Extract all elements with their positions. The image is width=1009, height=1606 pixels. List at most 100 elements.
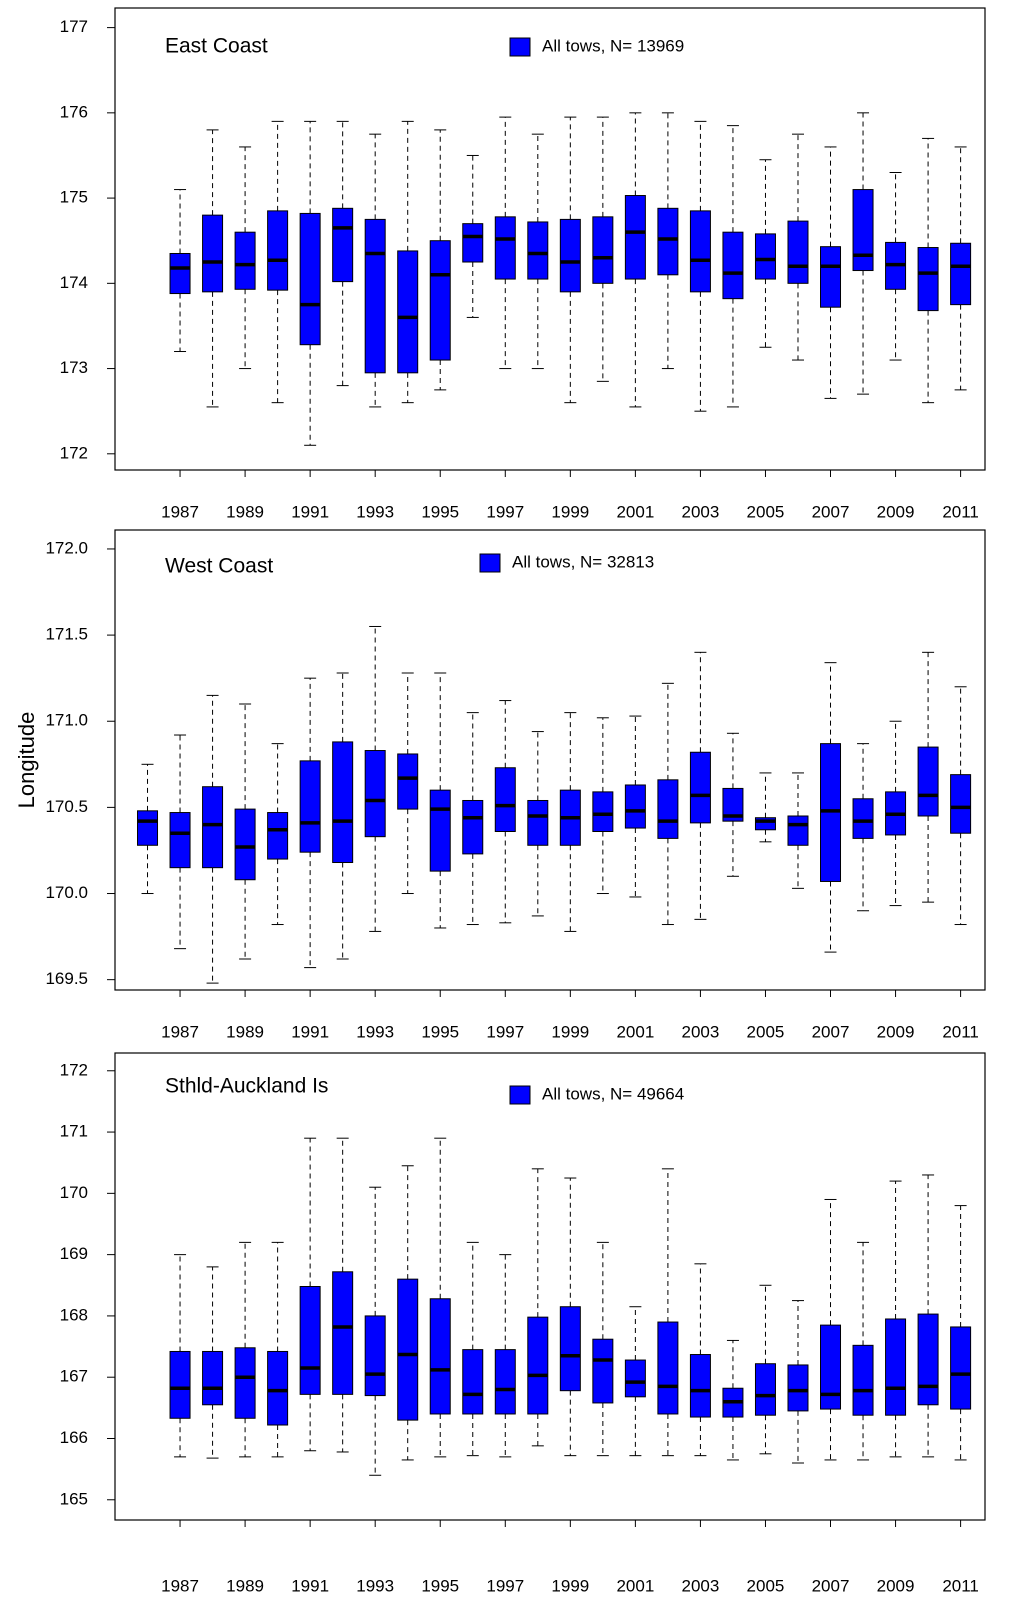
box [950,242,972,306]
box [462,799,484,855]
y-tick-label: 171 [60,1122,88,1141]
box [689,210,711,293]
box [787,1364,809,1412]
y-tick-label: 177 [60,17,88,36]
box [917,746,939,817]
x-tick-label: 1991 [291,1576,329,1595]
y-tick-label: 175 [60,188,88,207]
box [852,1344,874,1416]
box [689,1354,711,1418]
plot-frame [114,7,986,471]
legend-label: All tows, N= 13969 [542,36,684,55]
x-tick-label: 1987 [161,1576,199,1595]
box [364,750,386,838]
y-tick-label: 172.0 [45,538,88,557]
x-tick-label: 1993 [356,502,394,521]
box [689,751,711,824]
y-tick-label: 171.0 [45,711,88,730]
x-tick-label: 1999 [551,502,589,521]
y-tick-label: 165 [60,1489,88,1508]
plot-frame [114,1052,986,1521]
x-tick-label: 2005 [747,1022,785,1041]
legend-swatch [509,37,531,57]
y-tick-label: 170.5 [45,797,88,816]
x-tick-label: 2003 [682,502,720,521]
box [202,786,224,869]
y-tick-label: 172 [60,1060,88,1079]
box [299,760,321,853]
box [267,210,289,291]
y-tick-label: 170.0 [45,883,88,902]
box [852,798,874,839]
box [429,240,451,361]
x-tick-label: 2003 [682,1576,720,1595]
box [527,799,549,846]
box [234,231,256,290]
x-tick-label: 2009 [877,1022,915,1041]
y-axis-label: Longitude [14,712,39,809]
box [462,1349,484,1415]
x-tick-label: 1991 [291,1022,329,1041]
x-tick-label: 2009 [877,1576,915,1595]
box [234,808,256,881]
legend-swatch [509,1085,531,1105]
box [169,252,191,295]
box [332,741,354,864]
box [332,207,354,283]
x-tick-label: 2005 [747,502,785,521]
x-tick-label: 1993 [356,1022,394,1041]
box [787,815,809,846]
box [657,207,679,276]
x-tick-label: 2007 [812,1022,850,1041]
box [429,789,451,872]
plot-frame [114,529,986,991]
box [559,1306,581,1392]
y-tick-label: 169 [60,1244,88,1263]
box [917,1313,939,1406]
x-tick-label: 2011 [942,1022,979,1041]
x-tick-label: 2007 [812,502,850,521]
x-tick-label: 1995 [421,502,459,521]
y-tick-label: 173 [60,358,88,377]
box [885,1318,907,1416]
box [202,1350,224,1406]
x-tick-label: 1997 [486,1576,524,1595]
box [592,216,614,284]
box [820,1324,842,1410]
x-tick-label: 1991 [291,502,329,521]
panel-title: East Coast [165,35,268,58]
x-tick-label: 2001 [616,1022,654,1041]
x-tick-label: 1987 [161,1022,199,1041]
legend-label: All tows, N= 49664 [542,1084,684,1103]
box [950,774,972,834]
box [592,1338,614,1404]
box [624,1359,646,1398]
box [397,1278,419,1421]
box [169,812,191,869]
x-tick-label: 1993 [356,1576,394,1595]
box [267,1350,289,1426]
box [852,189,874,272]
y-tick-label: 168 [60,1305,88,1324]
box [592,791,614,832]
x-tick-label: 1989 [226,1576,264,1595]
x-tick-label: 1995 [421,1576,459,1595]
x-tick-label: 2005 [747,1576,785,1595]
box [527,221,549,280]
box [364,1315,386,1397]
box [234,1347,256,1419]
box [299,212,321,346]
box [494,216,516,280]
box [754,233,776,280]
x-tick-label: 2001 [616,502,654,521]
legend-label: All tows, N= 32813 [512,552,654,571]
box [754,1363,776,1416]
box [722,787,744,822]
x-tick-label: 2009 [877,502,915,521]
y-tick-label: 172 [60,443,88,462]
x-tick-label: 1999 [551,1022,589,1041]
box [137,810,159,846]
y-tick-label: 166 [60,1428,88,1447]
box [820,246,842,308]
y-tick-label: 171.5 [45,625,88,644]
